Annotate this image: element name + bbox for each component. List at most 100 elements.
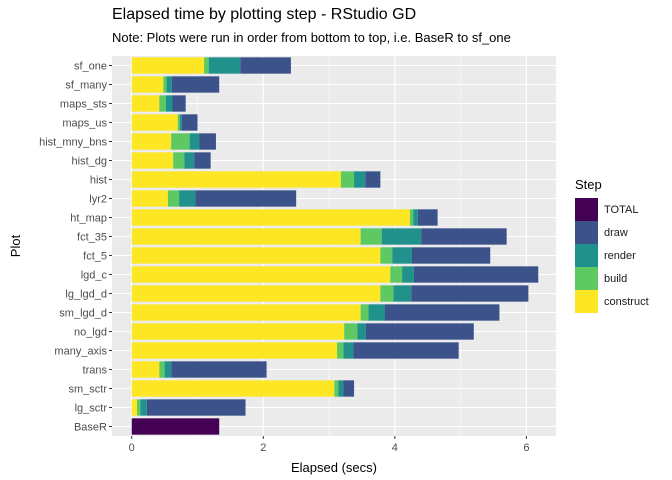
bar-construct-lgd_c [131,266,391,283]
bar-draw-maps_us [181,114,198,131]
bar-render-lg_sctr [140,399,147,416]
bar-construct-hist_mny_bns [131,133,172,150]
y-tick-label: hist [90,175,107,187]
bar-build-fct_35 [360,228,382,245]
bar-draw-lg_sctr [146,399,246,416]
y-tick-label: maps_sts [60,99,108,111]
bar-render-sm_lgd_d [368,304,385,321]
bar-construct-maps_us [131,114,178,131]
bar-draw-maps_sts [172,95,186,112]
legend-item-draw: draw [575,221,628,244]
x-axis-title: Elapsed (secs) [291,460,377,475]
bar-build-many_axis [336,342,344,359]
bar-render-maps_us [179,114,182,131]
y-tick-label: no_lgd [74,327,107,339]
bar-build-sf_one [204,57,209,74]
bar-construct-lg_sctr [131,399,137,416]
bar-render-lyr2 [179,190,196,207]
legend-key-total [575,198,598,221]
bar-draw-many_axis [353,342,459,359]
bar-draw-fct_5 [411,247,491,264]
bar-render-hist_dg [184,152,195,169]
legend-item-build: build [575,267,627,290]
bar-build-lyr2 [167,190,180,207]
bar-draw-sf_one [240,57,291,74]
legend-label: render [604,249,636,262]
y-tick-label: sm_sctr [69,384,108,396]
y-tick-label: lg_lgd_d [65,289,107,301]
y-tick-label: lgd_c [81,270,108,282]
bar-build-no_lgd [344,323,358,340]
bar-draw-hist_mny_bns [199,133,216,150]
bar-render-maps_sts [165,95,173,112]
bar-render-fct_5 [392,247,412,264]
y-tick-label: many_axis [54,346,107,358]
bar-render-hist [354,171,366,188]
x-tick-label: 2 [260,442,266,454]
bar-construct-no_lgd [131,323,345,340]
legend-label: build [604,272,628,285]
y-tick-label: ht_map [70,213,107,225]
bar-construct-sm_lgd_d [131,304,361,321]
bar-draw-hist_dg [194,152,211,169]
y-tick-label: hist_mny_bns [39,137,107,149]
bar-render-many_axis [343,342,354,359]
legend-item-construct: construct [575,290,649,313]
y-tick-label: sm_lgd_d [59,308,107,320]
chart-subtitle: Note: Plots were run in order from botto… [112,30,511,45]
legend-label: construct [604,295,649,308]
bar-render-lg_lgd_d [393,285,412,302]
bar-render-no_lgd [357,323,366,340]
bar-construct-fct_5 [131,247,381,264]
legend-key-construct [575,290,598,313]
bar-draw-ht_map [417,209,438,226]
bar-construct-lyr2 [131,190,168,207]
bar-construct-hist_dg [131,152,174,169]
bar-draw-hist [365,171,381,188]
bar-draw-sm_lgd_d [384,304,500,321]
legend-key-build [575,267,598,290]
x-tick-label: 4 [392,442,398,454]
legend-key-render [575,244,598,267]
y-tick-label: hist_dg [72,156,107,168]
bar-build-ht_map [409,209,414,226]
y-axis-title: Plot [8,234,23,257]
bar-draw-lyr2 [195,190,297,207]
bar-build-lgd_c [390,266,403,283]
bar-construct-hist [131,171,341,188]
bar-construct-sf_many [131,76,164,93]
bar-render-trans [164,361,172,378]
bar-build-fct_5 [380,247,393,264]
plot-panel [112,56,556,436]
bar-draw-no_lgd [365,323,474,340]
y-tick-label: fct_5 [83,251,107,263]
x-tick-label: 0 [129,442,135,454]
bar-construct-fct_35 [131,228,361,245]
legend-key-draw [575,221,598,244]
bar-render-sf_many [166,76,172,93]
bar-construct-sf_one [131,57,205,74]
bar-construct-trans [131,361,160,378]
bar-draw-sm_sctr [343,380,355,397]
legend-title: Step [575,177,602,192]
bar-construct-sm_sctr [131,380,335,397]
y-tick-label: BaseR [74,422,107,434]
legend-item-total: TOTAL [575,198,638,221]
y-tick-label: lyr2 [89,194,107,206]
bar-build-hist_mny_bns [171,133,190,150]
bar-draw-sf_many [171,76,220,93]
bar-construct-maps_sts [131,95,160,112]
y-tick-label: trans [83,365,108,377]
legend-item-render: render [575,244,636,267]
bar-render-fct_35 [381,228,422,245]
chart-title: Elapsed time by plotting step - RStudio … [112,6,417,23]
bar-render-hist_mny_bns [189,133,200,150]
bar-construct-many_axis [131,342,337,359]
bar-build-lg_lgd_d [380,285,394,302]
bar-build-sm_lgd_d [360,304,369,321]
y-tick-label: sf_many [65,80,107,92]
bar-draw-lg_lgd_d [411,285,529,302]
y-tick-label: maps_us [62,118,107,130]
bar-build-maps_sts [159,95,166,112]
